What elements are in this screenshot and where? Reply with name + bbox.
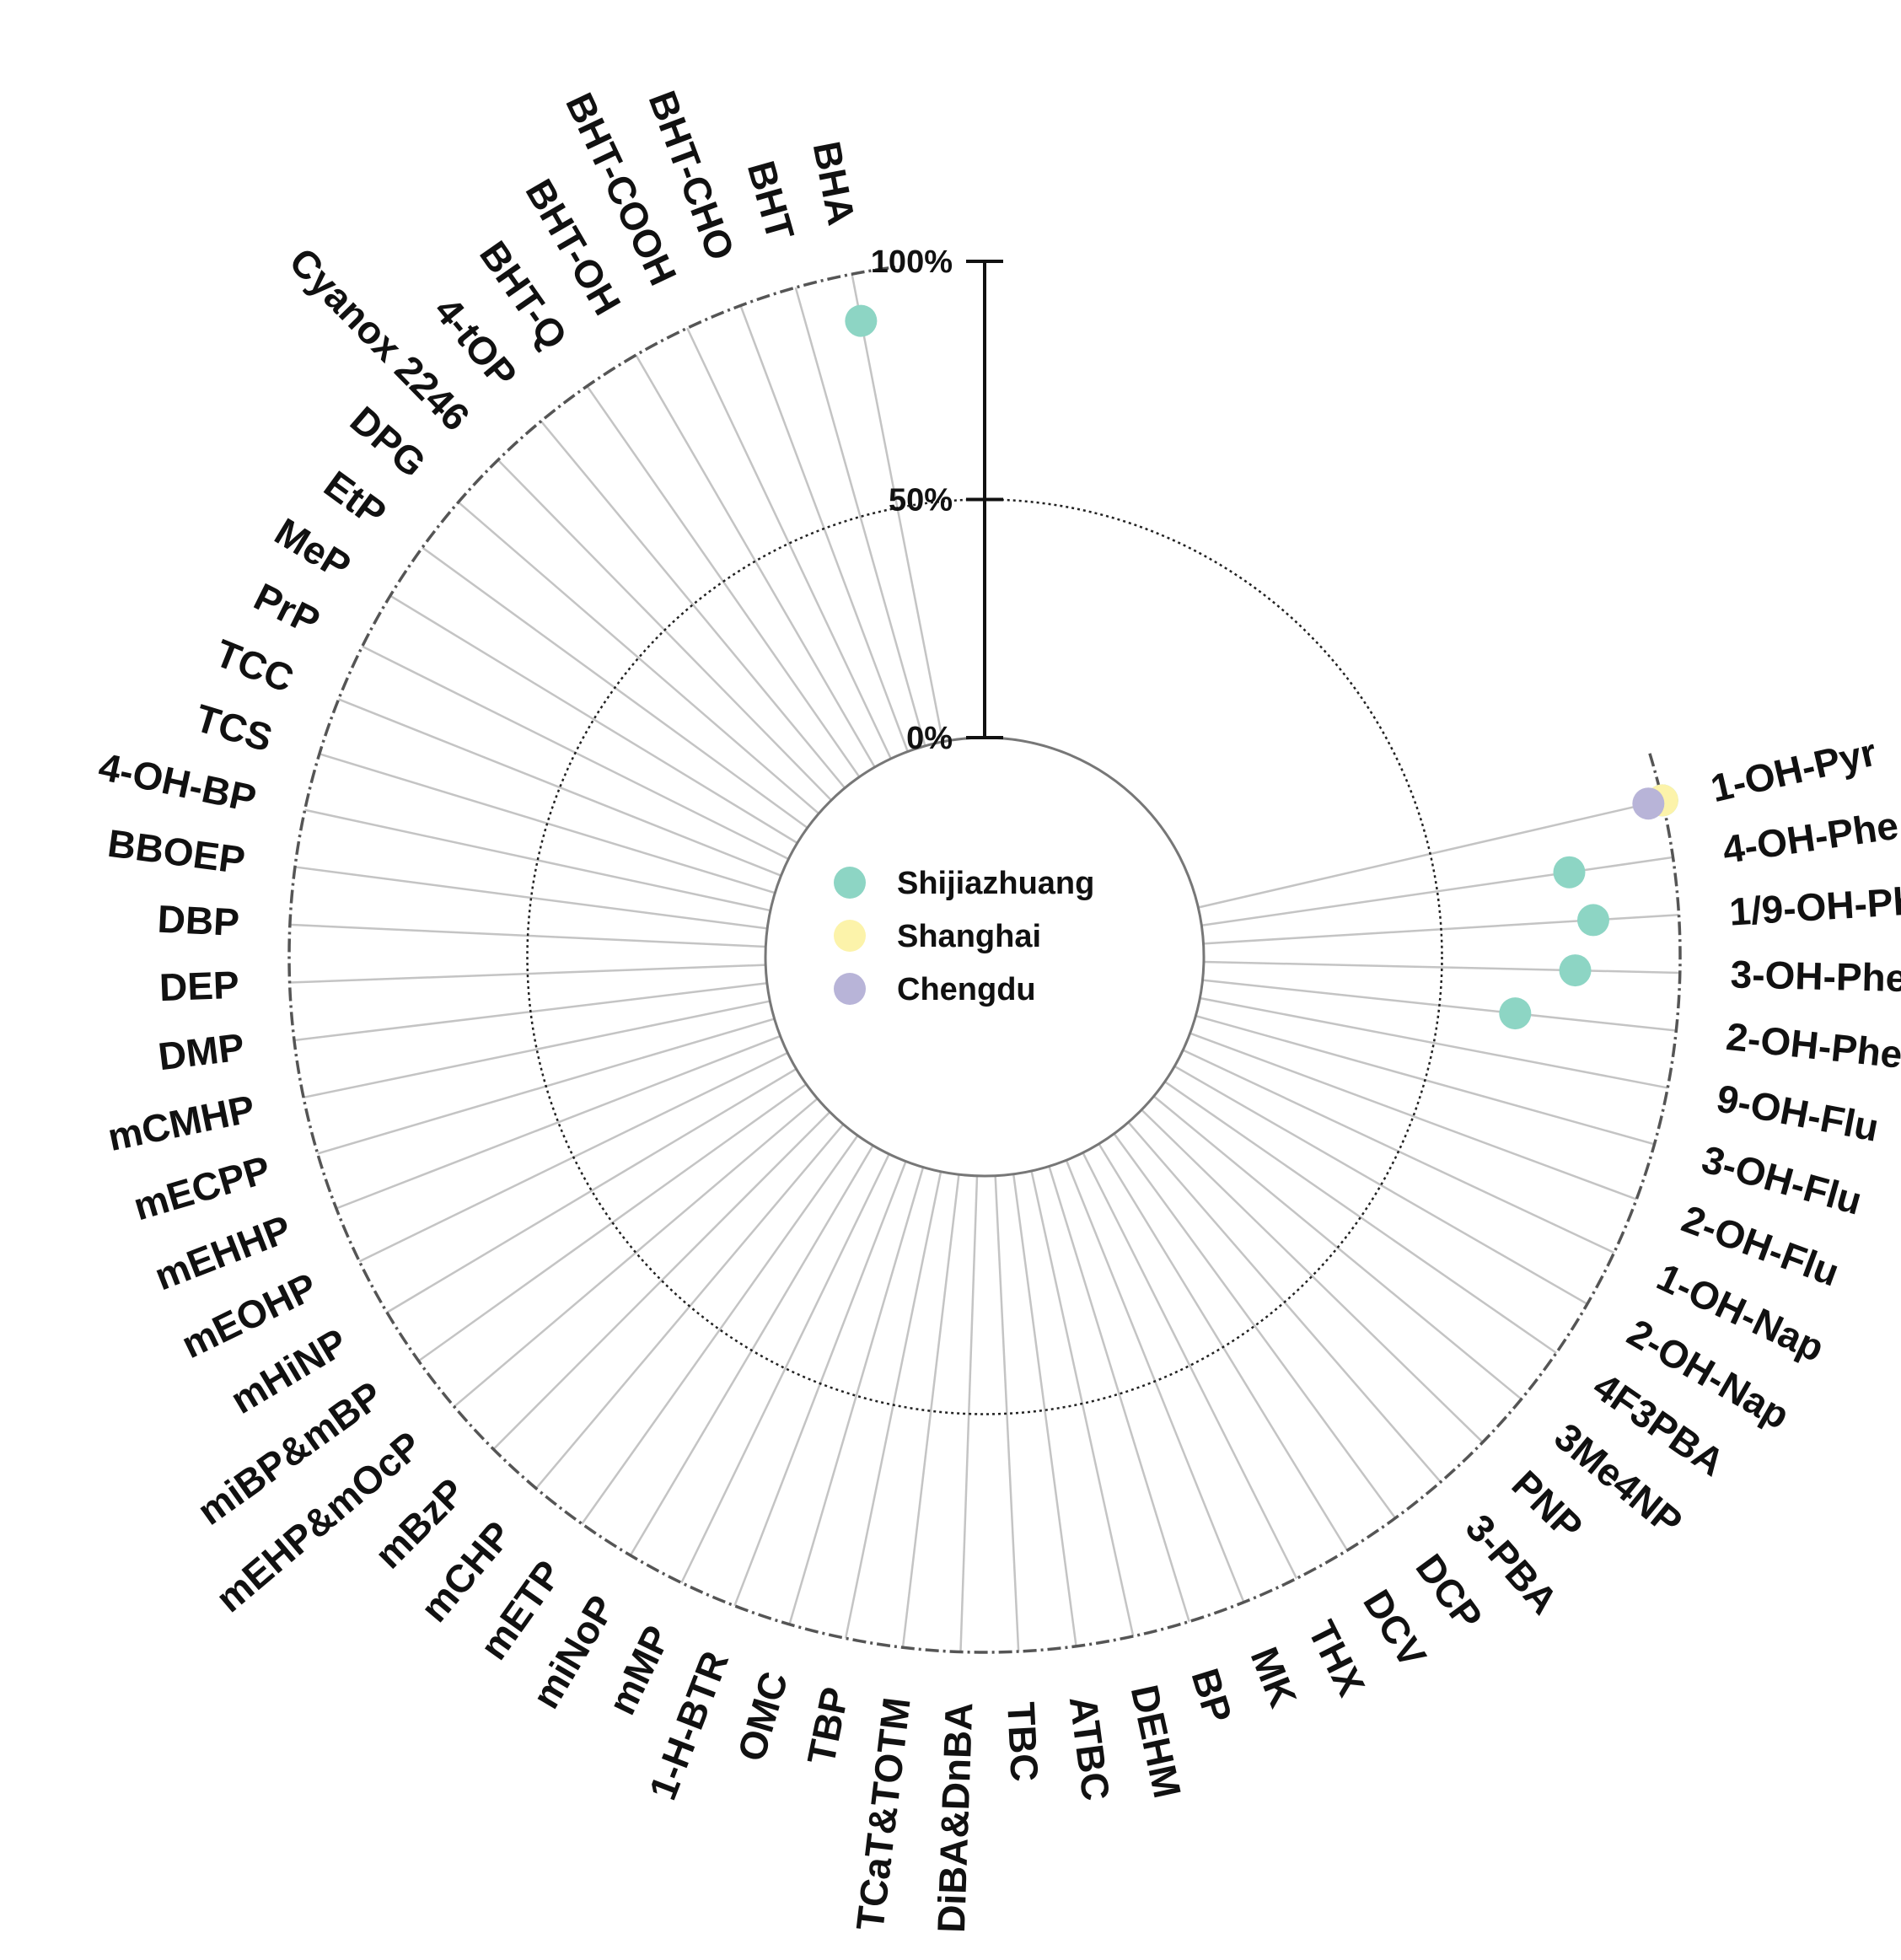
category-label-dehm: DEHM (1123, 1681, 1190, 1802)
dot-shijiazhuang-3-oh-phe (1559, 954, 1592, 987)
category-label-mmp: mMP (599, 1619, 679, 1721)
dot-shijiazhuang-2-oh-phe (1499, 997, 1532, 1030)
category-label-9-oh-flu: 9-OH-Flu (1713, 1076, 1882, 1150)
spoke-mbzp (492, 1111, 831, 1450)
spoke-mhinp (386, 1067, 797, 1313)
spoke-tcc (338, 698, 781, 877)
spoke-omc (788, 1167, 925, 1625)
dot-chengdu-1-oh-pyr (1632, 787, 1665, 820)
spoke-2-oh-flu (1189, 1032, 1637, 1200)
data-points (845, 304, 1678, 1030)
spoke-mehp-mocp (453, 1098, 819, 1408)
spoke-bht (794, 287, 926, 747)
legend-marker-chengdu (834, 973, 866, 1005)
category-label-bht: BHT (739, 156, 803, 244)
category-label-dep: DEP (158, 963, 239, 1009)
category-label-dmp: DMP (156, 1024, 247, 1078)
category-label-tbc: TBC (999, 1701, 1047, 1783)
axis-tick-label-0: 0% (906, 721, 953, 756)
spoke-metp (581, 1135, 859, 1525)
category-label-1-9-oh-phe: 1/9-OH-Phe (1728, 878, 1901, 934)
category-label-mep: MeP (267, 509, 358, 588)
spoke-bht-cooh (686, 327, 892, 760)
spoke-4-oh-bp (304, 808, 771, 912)
spoke-pnp (1141, 1109, 1484, 1443)
outer-circle-100 (287, 265, 1682, 1654)
category-label-dcp: DCP (1408, 1546, 1491, 1638)
spoke-dep (289, 964, 766, 984)
category-label-thx: THX (1300, 1614, 1374, 1703)
spoke-bp (1048, 1166, 1190, 1622)
spoke-4-top (540, 420, 846, 789)
spoke-bht-oh (635, 354, 876, 768)
spoke-9-oh-flu (1200, 996, 1668, 1089)
category-label-tcs: TCS (191, 695, 277, 760)
category-label-etp: EtP (316, 462, 395, 535)
radial-axis: 0% 50% 100% (871, 244, 1003, 756)
category-label-dcv: DCV (1355, 1582, 1435, 1675)
category-label-2-oh-phe: 2-OH-Phe (1724, 1014, 1901, 1077)
category-label-4-oh-bp: 4-OH-BP (95, 744, 260, 821)
category-label-omc: OMC (729, 1667, 797, 1766)
category-label-mcmhp: mCMHP (104, 1086, 258, 1159)
axis-tick-label-100: 100% (871, 244, 953, 280)
category-label-1-oh-pyr: 1-OH-Pyr (1706, 730, 1880, 811)
legend: Shijiazhuang Shanghai Chengdu (834, 866, 1094, 1007)
spoke-2-oh-nap (1173, 1065, 1588, 1305)
category-label-dbp: DBP (157, 897, 240, 944)
spoke-4-oh-phe (1201, 856, 1673, 927)
category-label-tcc: TCC (209, 631, 299, 701)
spoke-dcp (1113, 1133, 1397, 1519)
category-label-bboep: BBOEP (105, 821, 248, 883)
spoke-bboep (294, 866, 768, 930)
category-label-diba-dnba: DiBA&DnBA (929, 1702, 980, 1934)
legend-label-chengdu: Chengdu (897, 972, 1036, 1007)
spoke-mcmhp (303, 1000, 771, 1099)
spoke-mep (389, 594, 798, 845)
legend-label-shanghai: Shanghai (897, 919, 1041, 954)
spoke-3-oh-phe (1203, 960, 1680, 975)
axis-tick-label-50: 50% (889, 483, 953, 518)
category-label-bp: BP (1183, 1663, 1240, 1727)
spoke-tbc (994, 1175, 1020, 1652)
dot-shijiazhuang-4-oh-phe (1553, 856, 1586, 889)
category-label-4-oh-phe: 4-OH-Phe (1720, 803, 1901, 872)
dot-shijiazhuang-bha (845, 304, 878, 337)
spoke-atbc (1012, 1173, 1077, 1646)
category-label-atbc: ATBC (1061, 1694, 1119, 1803)
spoke-mehhp (336, 1034, 781, 1210)
spoke-mmp (680, 1153, 890, 1584)
category-label-tbp: TBP (798, 1683, 857, 1769)
inner-circle (764, 736, 1206, 1178)
category-label-3-oh-phe: 3-OH-Phe (1730, 952, 1901, 1000)
legend-marker-shanghai (834, 920, 866, 952)
category-label-tcat-totm: TCaT&TOTM (847, 1695, 918, 1933)
legend-label-shijiazhuang: Shijiazhuang (897, 866, 1094, 901)
dot-shijiazhuang-1-9-oh-phe (1576, 904, 1609, 937)
spoke-thx (1082, 1152, 1298, 1579)
category-label-prp: PrP (248, 574, 327, 643)
spoke-tcat-totm (901, 1174, 960, 1648)
category-label-bha: BHA (805, 137, 864, 228)
spoke-dpg (457, 501, 820, 814)
spoke-4f3pba (1163, 1081, 1557, 1354)
category-label-mk: MK (1243, 1641, 1306, 1714)
legend-marker-shijiazhuang (834, 867, 866, 899)
